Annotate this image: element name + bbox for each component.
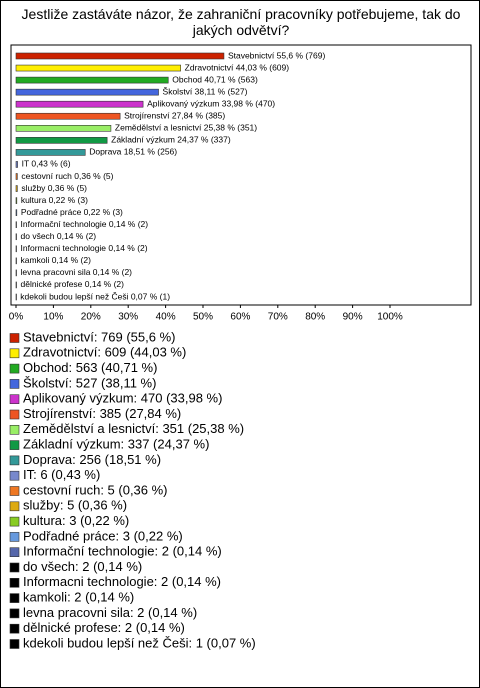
x-tick-label: 20% [81, 312, 101, 323]
x-tick-label: 0% [9, 312, 24, 323]
bar-label: kultura 0,22 % (3) [21, 195, 88, 205]
bar-label: IT 0,43 % (6) [22, 159, 71, 169]
bar-label: Podřadné práce 0,22 % (3) [21, 207, 123, 217]
bar [15, 125, 112, 132]
bar [15, 257, 17, 265]
bar-label: Stavebnictví 55,6 % (769) [228, 50, 326, 60]
bar [15, 245, 17, 253]
chart-title: Jestliže zastáváte názor, že zahraniční … [21, 6, 461, 38]
legend-label: služby: 5 (0,36 %) [23, 498, 127, 513]
legend-marker [9, 623, 20, 634]
legend-marker [9, 639, 20, 649]
bar-label: dělnické profese 0,14 % (2) [21, 279, 125, 289]
legend-marker [9, 547, 20, 558]
x-tick-label: 10% [43, 312, 63, 323]
bar [15, 112, 121, 120]
bar [15, 209, 18, 216]
bar-label: levna pracovni sila 0,14 % (2) [21, 267, 133, 277]
bar [15, 221, 17, 228]
x-tick-label: 80% [305, 312, 325, 323]
x-tick-label: 40% [156, 312, 176, 323]
legend-label: Obchod: 563 (40,71 %) [23, 360, 157, 375]
bar-label: kamkoli 0,14 % (2) [21, 255, 92, 265]
legend-marker [9, 333, 20, 343]
bar [15, 52, 225, 60]
legend-label: Zdravotnictví: 609 (44,03 %) [23, 345, 186, 360]
legend-marker [9, 486, 20, 496]
bar-label: Aplikovaný výzkum 33,98 % (470) [147, 98, 275, 108]
x-tick-label: 70% [268, 312, 288, 323]
legend-label: levna pracovni sila: 2 (0,14 %) [23, 605, 197, 620]
bar [15, 149, 86, 156]
legend-marker [9, 593, 20, 603]
legend-label: Školství: 527 (38,11 %) [23, 375, 156, 390]
bar-label: Doprava 18,51 % (256) [89, 147, 177, 157]
bar [15, 197, 18, 204]
bar [15, 281, 17, 289]
legend-marker [9, 470, 20, 481]
legend-label: do všech: 2 (0,14 %) [23, 559, 142, 574]
x-tick-label: 30% [118, 312, 138, 323]
bar [15, 293, 17, 301]
bar-label: Informační technologie 0,14 % (2) [21, 219, 149, 229]
legend-label: Stavebnictví: 769 (55,6 %) [23, 329, 175, 344]
legend-marker [9, 577, 20, 588]
bar [15, 100, 144, 108]
legend-label: Zemědělství a lesnictví: 351 (25,38 %) [23, 421, 244, 436]
legend-marker [9, 363, 20, 374]
legend-marker [9, 532, 20, 542]
bar-label: Školství 38,11 % (527) [163, 86, 248, 96]
bar [15, 88, 159, 96]
legend-label: Základní výzkum: 337 (24,37 %) [23, 437, 209, 452]
legend-label: kdekoli budou lepší než Češi: 1 (0,07 %) [23, 635, 256, 650]
legend-label: kamkoli: 2 (0,14 %) [23, 590, 134, 605]
bar [15, 137, 108, 144]
bar-label: Základní výzkum 24,37 % (337) [111, 135, 231, 145]
legend-label: kultura: 3 (0,22 %) [23, 513, 129, 528]
legend-marker [9, 608, 20, 619]
legend-marker [9, 501, 20, 512]
bar [15, 233, 17, 241]
bar-label: Strojírenství 27,84 % (385) [124, 111, 225, 121]
legend-marker [9, 348, 20, 359]
legend-label: IT: 6 (0,43 %) [23, 467, 100, 482]
bar-label: Zdravotnictví 44,03 % (609) [185, 62, 290, 72]
bar-label: do všech 0,14 % (2) [21, 231, 97, 241]
legend-marker [9, 562, 20, 573]
legend-label: Strojírenství: 385 (27,84 %) [23, 406, 181, 421]
bar-label: cestovní ruch 0,36 % (5) [21, 171, 113, 181]
plot-frame [10, 44, 472, 306]
bar-label: Informacni technologie 0,14 % (2) [21, 243, 148, 253]
legend-label: Informační technologie: 2 (0,14 %) [23, 544, 222, 559]
bar [15, 64, 181, 72]
legend-label: Informacni technologie: 2 (0,14 %) [23, 574, 221, 589]
bar [15, 76, 169, 84]
legend-marker [9, 455, 20, 466]
legend-label: Aplikovaný výzkum: 470 (33,98 %) [23, 391, 222, 406]
legend-marker [9, 516, 20, 527]
x-tick-label: 60% [230, 312, 250, 323]
bar-label: Zemědělství a lesnictví 25,38 % (351) [115, 123, 257, 133]
bar-label: služby 0,36 % (5) [21, 183, 87, 193]
legend-label: Podřadné práce: 3 (0,22 %) [23, 528, 183, 543]
legend-marker [9, 379, 20, 389]
bar [15, 185, 18, 192]
bar [15, 161, 18, 168]
bar-label: kdekoli budou lepší než Češi 0,07 % (1) [20, 291, 170, 301]
bar [15, 173, 18, 180]
legend-marker [9, 394, 20, 405]
legend-marker [9, 409, 20, 420]
legend-label: cestovní ruch: 5 (0,36 %) [23, 482, 168, 497]
legend-marker [9, 424, 20, 435]
x-tick-label: 90% [343, 312, 363, 323]
bar [15, 269, 17, 277]
bar-label: Obchod 40,71 % (563) [172, 74, 258, 84]
legend-marker [9, 440, 20, 450]
x-tick-label: 50% [193, 312, 213, 323]
x-tick-label: 100% [377, 312, 403, 323]
legend-label: dělnické profese: 2 (0,14 %) [23, 620, 185, 635]
legend-label: Doprava: 256 (18,51 %) [23, 452, 161, 467]
